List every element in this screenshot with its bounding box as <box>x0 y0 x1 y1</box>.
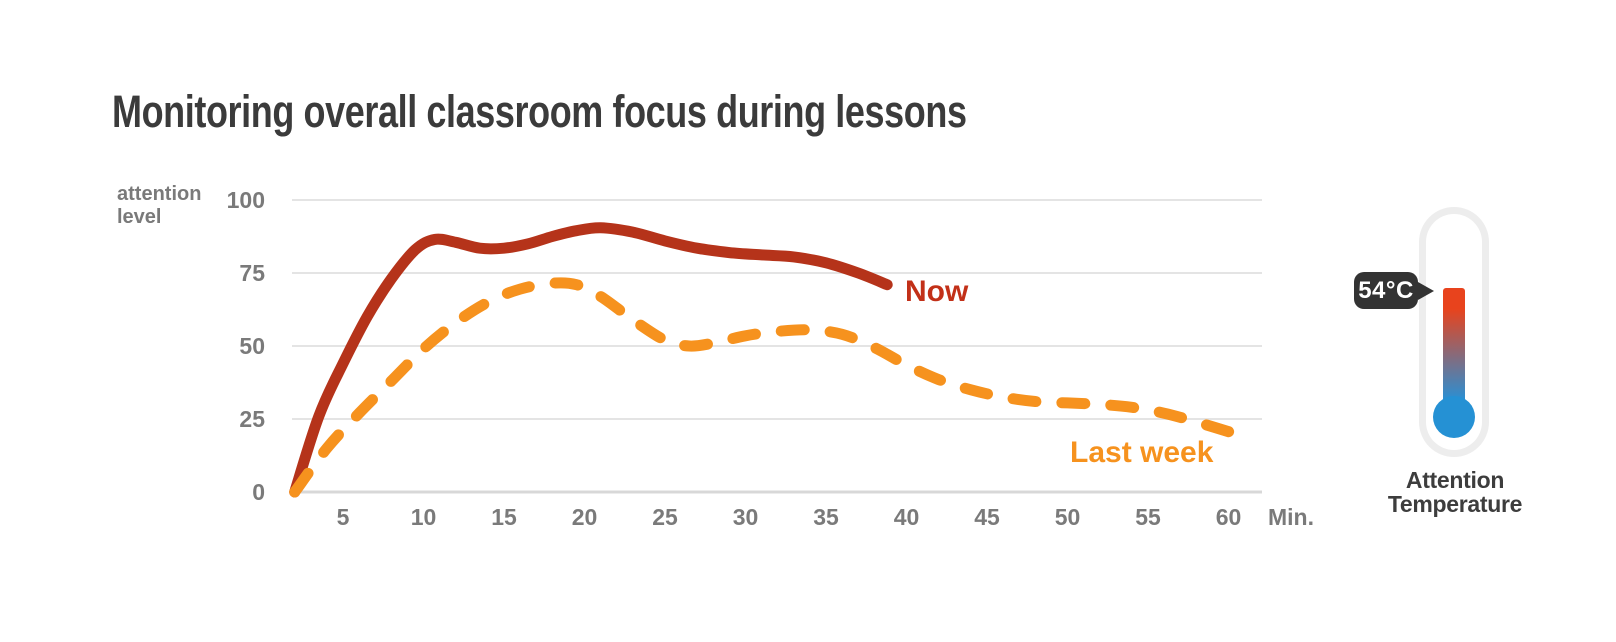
now-label: Now <box>905 275 969 308</box>
chart-title: Monitoring overall classroom focus durin… <box>112 86 967 137</box>
thermometer-fill <box>1443 288 1465 404</box>
temperature-value: 54°C <box>1358 276 1414 304</box>
x-tick-45: 45 <box>974 504 1000 530</box>
thermometer-caption: Attention Temperature <box>1387 467 1523 517</box>
y-tick-25: 25 <box>239 406 265 432</box>
last-week-line <box>289 277 1246 498</box>
x-tick-40: 40 <box>894 504 920 530</box>
now-line <box>289 222 893 498</box>
x-tick-60: 60 <box>1216 504 1242 530</box>
y-axis-label: attention level <box>117 183 202 228</box>
y-tick-100: 100 <box>227 187 265 213</box>
last-week-label: Last week <box>1070 436 1214 469</box>
x-tick-10: 10 <box>411 504 437 530</box>
y-tick-50: 50 <box>239 333 265 359</box>
x-tick-30: 30 <box>733 504 759 530</box>
y-tick-0: 0 <box>252 479 265 505</box>
thermometer-body <box>1426 214 1482 450</box>
x-tick-5: 5 <box>337 504 350 530</box>
x-tick-15: 15 <box>491 504 517 530</box>
x-tick-55: 55 <box>1135 504 1161 530</box>
x-tick-35: 35 <box>813 504 839 530</box>
x-tick-50: 50 <box>1055 504 1081 530</box>
y-tick-75: 75 <box>239 260 265 286</box>
x-tick-20: 20 <box>572 504 598 530</box>
thermometer-bulb <box>1433 396 1475 438</box>
x-tick-25: 25 <box>652 504 678 530</box>
temperature-badge: 54°C <box>1354 272 1434 309</box>
x-axis-unit: Min. <box>1268 504 1314 530</box>
